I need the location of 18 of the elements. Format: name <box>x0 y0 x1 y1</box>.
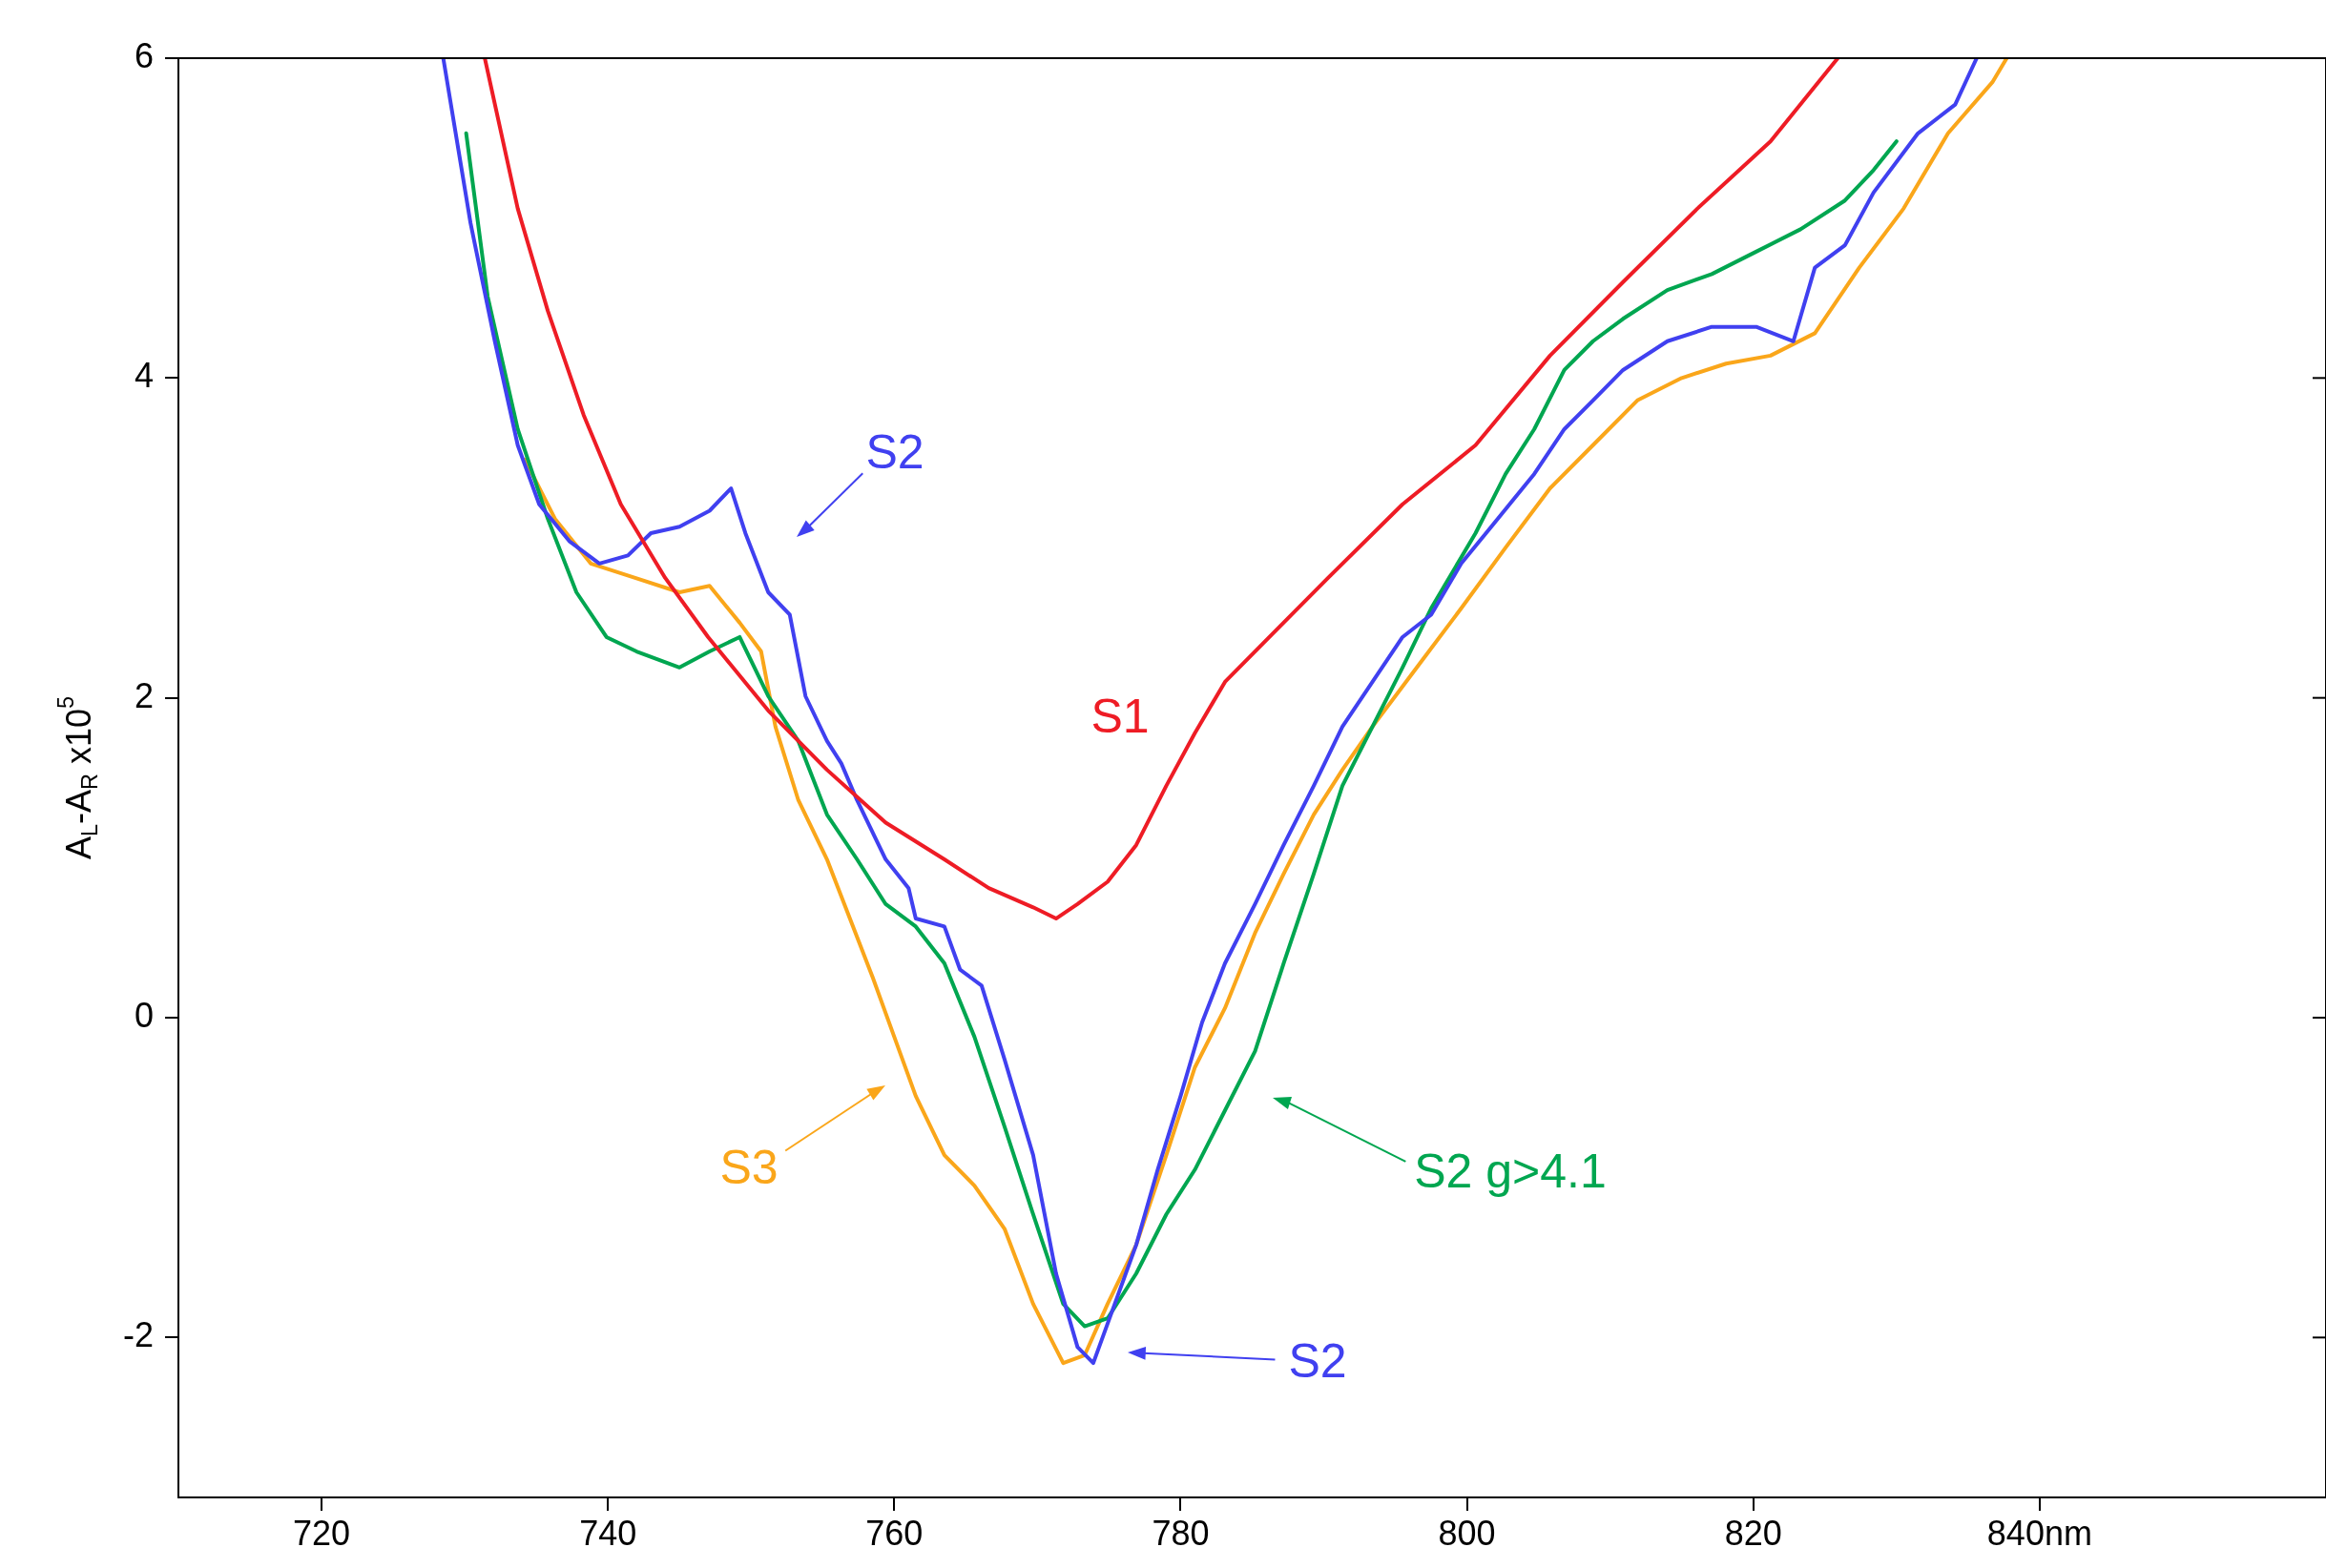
annotation: S2 g>4.1 <box>1414 1145 1607 1198</box>
x-tick-label: 800 <box>1438 1513 1496 1553</box>
y-tick-label: 2 <box>134 675 154 715</box>
y-tick-label: 0 <box>134 995 154 1035</box>
annotation: S1 <box>1090 690 1150 743</box>
x-tick-label: 760 <box>865 1513 924 1553</box>
y-tick-label: -2 <box>122 1315 154 1355</box>
annotation: S2 <box>865 425 924 479</box>
y-axis-title: AL-AR x105 <box>53 696 103 859</box>
y-tick-label: 6 <box>134 35 154 75</box>
annotation: S3 <box>719 1141 779 1194</box>
x-tick-label: 720 <box>293 1513 351 1553</box>
x-tick-label: 820 <box>1724 1513 1782 1553</box>
annotation: S2 <box>1288 1334 1347 1388</box>
y-tick-label: 4 <box>134 356 154 396</box>
x-tick-label: 840nm <box>1986 1513 2092 1553</box>
x-tick-label: 740 <box>579 1513 637 1553</box>
x-tick-label: 780 <box>1152 1513 1210 1553</box>
